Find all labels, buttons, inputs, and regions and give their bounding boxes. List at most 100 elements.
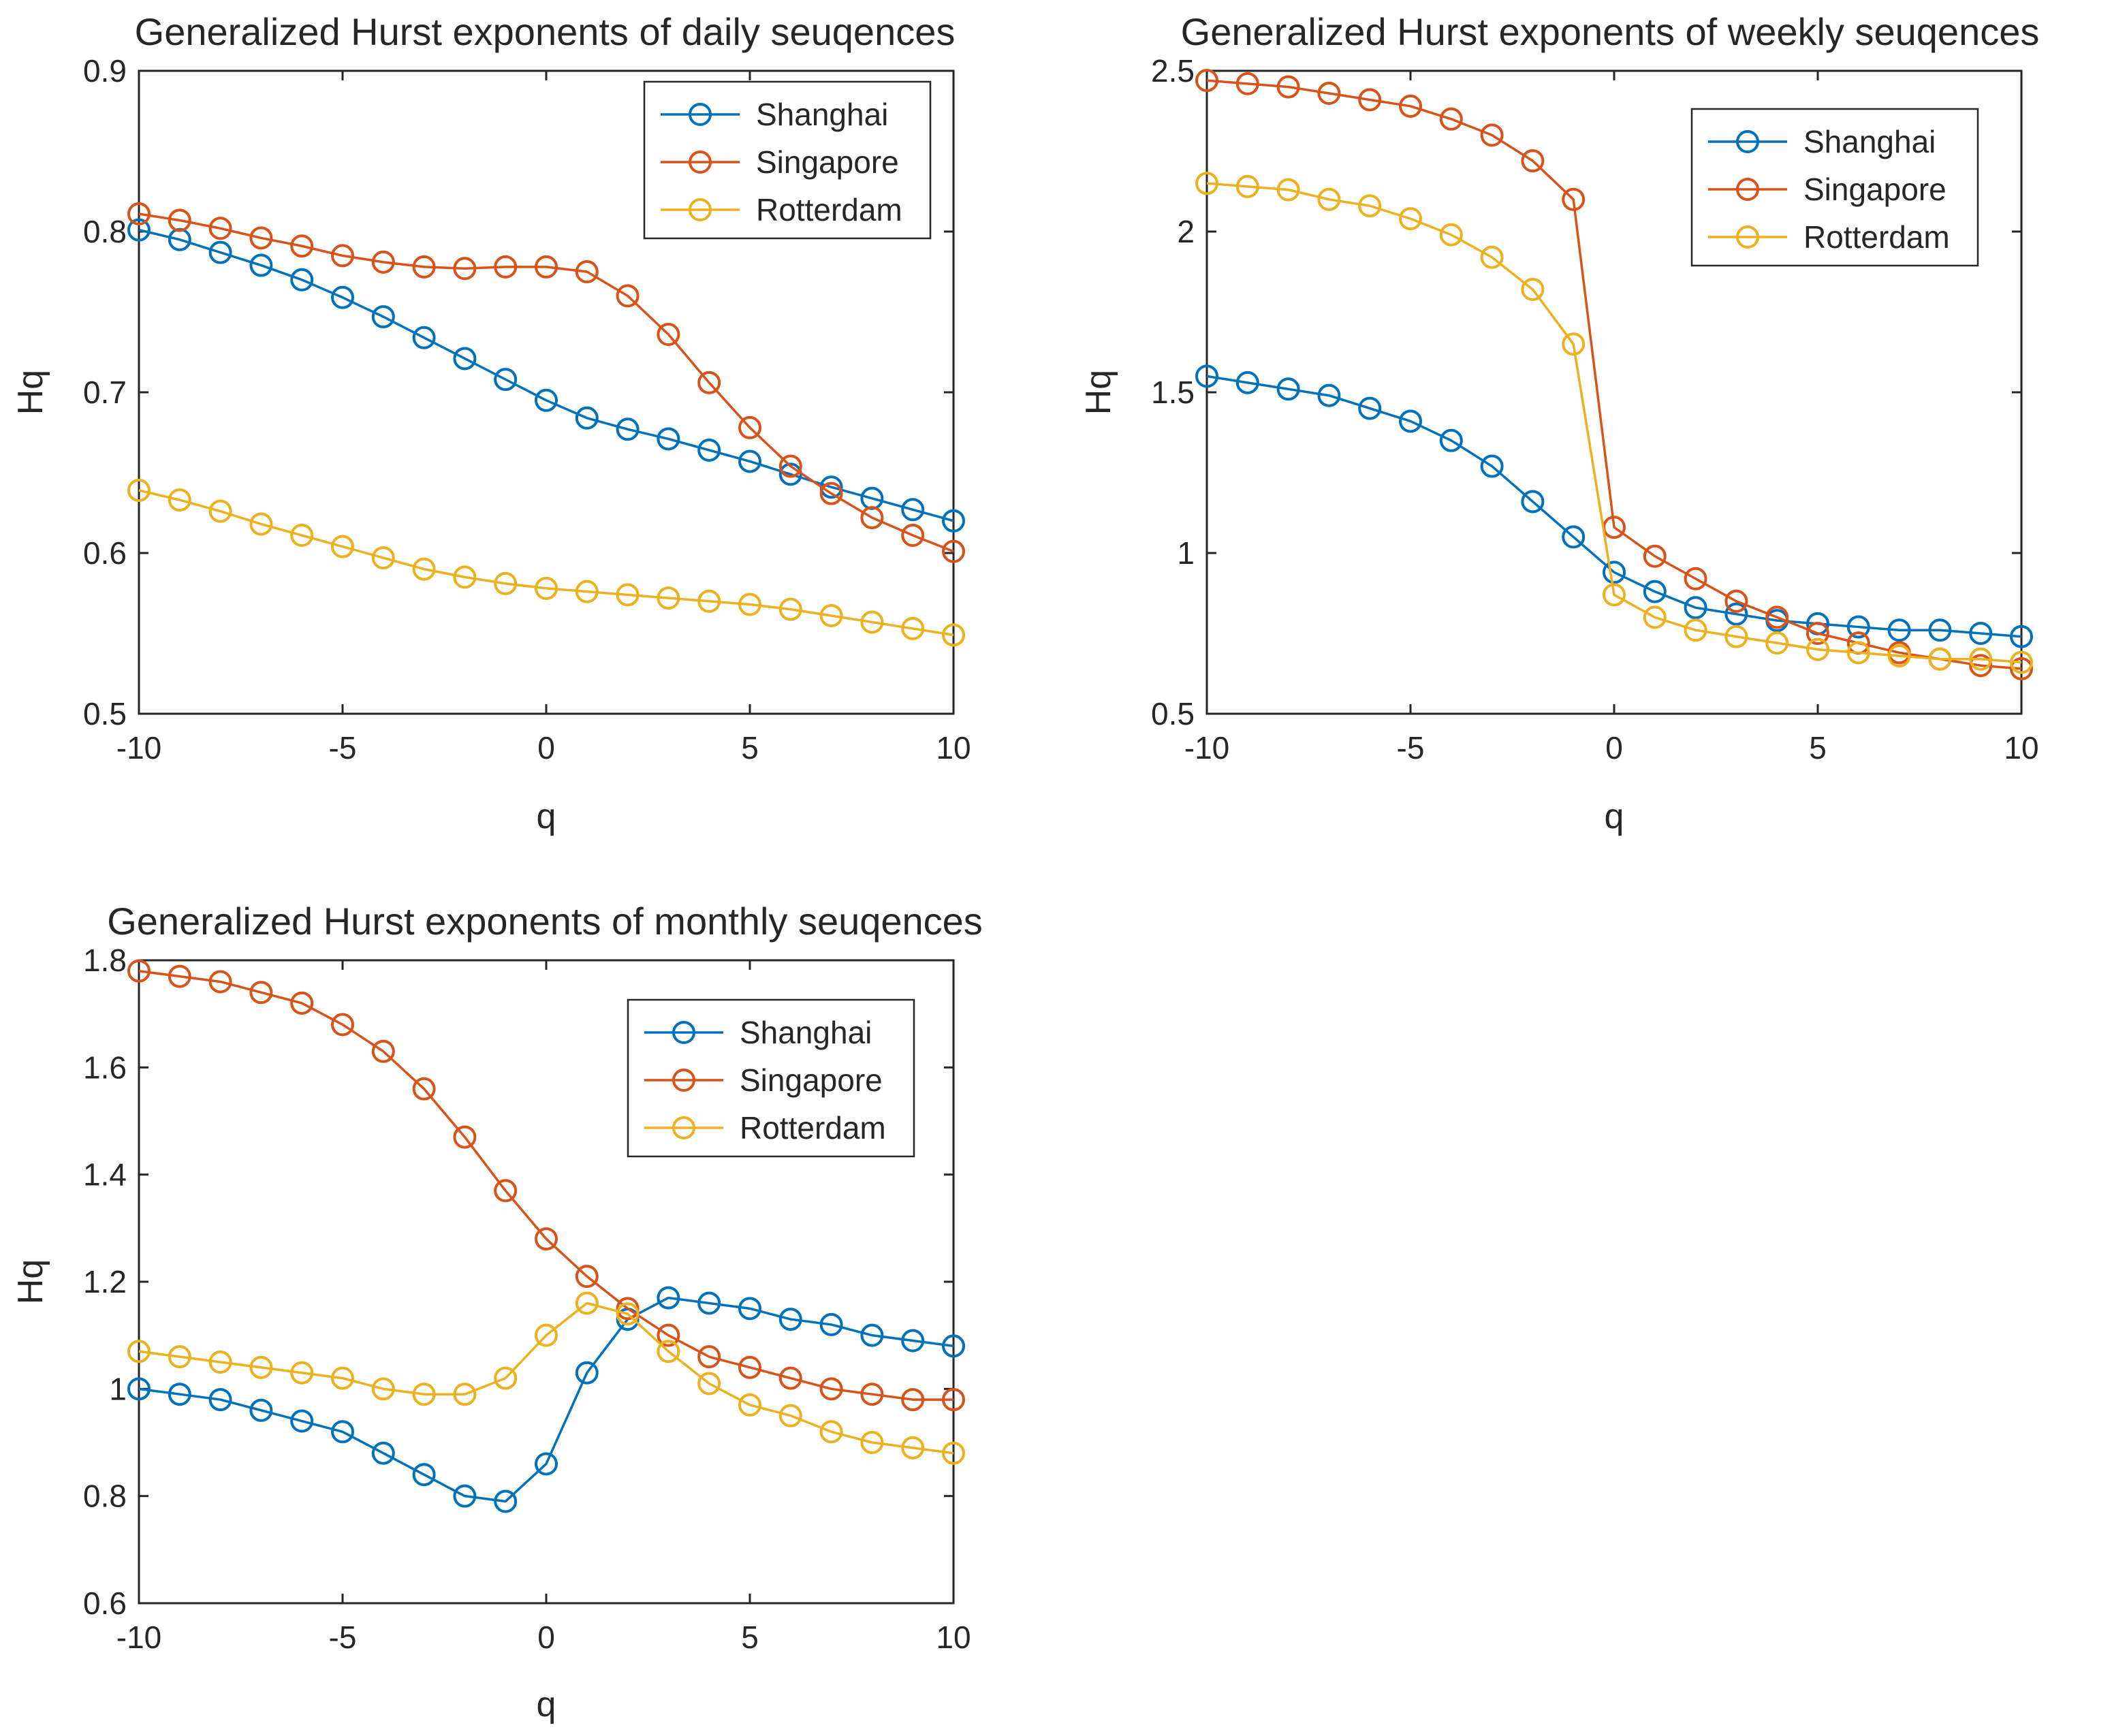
chart-monthly-point-shanghai <box>208 1388 232 1412</box>
chart-weekly-legend-marker-rotterdam <box>1736 225 1759 249</box>
chart-daily-legend-marker-singapore <box>689 151 712 174</box>
chart-monthly-legend-label-singapore: Singapore <box>740 1062 883 1098</box>
chart-daily-point-rotterdam <box>942 623 965 647</box>
chart-monthly-point-rotterdam <box>860 1431 884 1454</box>
chart-weekly-point-singapore <box>1195 69 1218 93</box>
chart-weekly-x-tick-label: 0 <box>1605 730 1623 766</box>
chart-weekly-y-tick-label: 2.5 <box>1151 53 1195 89</box>
chart-weekly-point-shanghai <box>1928 618 1952 642</box>
chart-daily-point-rotterdam <box>901 616 925 640</box>
chart-monthly-legend-marker-shanghai <box>672 1021 695 1044</box>
chart-weekly-point-rotterdam <box>1521 277 1545 301</box>
chart-daily-point-shanghai <box>371 305 395 329</box>
chart-monthly-point-singapore <box>168 964 191 988</box>
chart-weekly-point-shanghai <box>1358 396 1382 420</box>
chart-weekly-y-tick-label: 0.5 <box>1151 696 1195 731</box>
chart-monthly-point-singapore <box>453 1125 477 1149</box>
chart-monthly-point-singapore <box>860 1383 884 1406</box>
chart-daily-point-singapore <box>371 250 395 274</box>
chart-weekly-y-label: Hq <box>1079 370 1118 415</box>
chart-monthly-point-singapore <box>249 981 273 1005</box>
chart-daily-legend: Shanghai Singapore Rotterdam <box>643 80 932 240</box>
chart-weekly-point-singapore <box>1358 88 1382 112</box>
chart-monthly-point-rotterdam <box>127 1340 151 1363</box>
chart-daily-series <box>127 202 965 647</box>
chart-monthly-point-shanghai <box>819 1312 843 1336</box>
chart-weekly-point-rotterdam <box>1562 332 1586 356</box>
chart-monthly-x-tick-label: 0 <box>537 1620 555 1655</box>
chart-monthly-legend-marker-singapore <box>672 1069 695 1092</box>
chart-monthly-x-label: q <box>537 1685 556 1724</box>
chart-weekly-point-shanghai <box>1195 364 1218 388</box>
chart-weekly-point-rotterdam <box>1724 625 1748 648</box>
chart-weekly-point-rotterdam <box>1969 647 1993 671</box>
chart-daily-x-tick-label: 0 <box>537 730 555 766</box>
chart-monthly-point-shanghai <box>168 1383 191 1406</box>
chart-daily-point-rotterdam <box>331 535 354 558</box>
chart-weekly-legend-marker-shanghai <box>1736 130 1759 153</box>
chart-weekly-point-singapore <box>1969 654 1993 678</box>
chart-monthly-point-rotterdam <box>697 1372 721 1395</box>
chart-monthly-y-tick-label: 1.4 <box>83 1157 127 1193</box>
chart-monthly-point-rotterdam <box>778 1404 802 1427</box>
chart-daily-point-rotterdam <box>697 589 721 613</box>
chart-monthly-y-axis: 0.6 0.8 1 1.2 1.4 1.6 1.8 <box>83 943 953 1621</box>
chart-monthly-point-rotterdam <box>494 1366 518 1390</box>
chart-daily-point-rotterdam <box>494 571 518 595</box>
chart-monthly: Generalized Hurst exponents of monthly s… <box>11 900 983 1724</box>
chart-monthly-point-singapore <box>942 1388 965 1412</box>
chart-weekly-point-rotterdam <box>1235 174 1259 198</box>
chart-daily-point-rotterdam <box>535 576 558 600</box>
chart-monthly-point-singapore <box>371 1039 395 1063</box>
chart-weekly-point-singapore <box>2010 657 2033 680</box>
chart-monthly-point-shanghai <box>697 1291 721 1315</box>
chart-daily-point-rotterdam <box>819 604 843 628</box>
chart-daily-point-rotterdam <box>371 546 395 570</box>
chart-daily-point-rotterdam <box>127 478 151 502</box>
chart-monthly-point-shanghai <box>127 1377 151 1401</box>
chart-daily-x-label: q <box>537 797 556 836</box>
chart-weekly-point-rotterdam <box>1603 583 1626 607</box>
chart-weekly-series <box>1195 69 2033 680</box>
chart-daily-point-singapore <box>168 208 191 232</box>
chart-weekly-point-rotterdam <box>1928 647 1952 671</box>
chart-weekly-y-tick-label: 1.5 <box>1151 375 1195 410</box>
chart-daily-point-shanghai <box>697 438 721 462</box>
chart-weekly-point-shanghai <box>1643 580 1667 603</box>
chart-monthly-point-shanghai <box>860 1323 884 1347</box>
chart-weekly-legend-label-singapore: Singapore <box>1803 172 1946 207</box>
chart-weekly-point-shanghai <box>1317 383 1341 407</box>
chart-daily-legend-marker-rotterdam <box>689 198 712 221</box>
chart-weekly-legend-label-rotterdam: Rotterdam <box>1803 219 1950 255</box>
chart-daily-point-shanghai <box>616 417 640 441</box>
chart-monthly-point-shanghai <box>453 1484 477 1508</box>
chart-weekly-point-shanghai <box>1684 596 1707 620</box>
chart-daily-point-singapore <box>860 506 884 530</box>
chart-daily-y-tick-label: 0.7 <box>83 375 127 410</box>
chart-monthly-y-tick-label: 0.6 <box>83 1585 127 1621</box>
chart-weekly-point-shanghai <box>1724 602 1748 626</box>
chart-daily-y-tick-label: 0.6 <box>83 535 127 571</box>
chart-monthly-series <box>127 959 965 1513</box>
chart-daily-point-shanghai <box>942 509 965 533</box>
chart-weekly-legend: Shanghai Singapore Rotterdam <box>1690 108 1979 267</box>
chart-weekly-point-shanghai <box>1603 561 1626 584</box>
chart-weekly-point-rotterdam <box>1684 618 1707 642</box>
chart-monthly-point-singapore <box>208 970 232 994</box>
chart-daily-point-shanghai <box>738 449 761 473</box>
chart-weekly-point-rotterdam <box>1806 637 1829 661</box>
chart-monthly-point-singapore <box>331 1013 354 1037</box>
chart-daily-point-shanghai <box>494 368 518 392</box>
chart-weekly-point-rotterdam <box>1399 207 1422 231</box>
chart-weekly-point-singapore <box>1235 72 1259 95</box>
chart-weekly-point-rotterdam <box>1276 178 1300 202</box>
chart-daily-point-rotterdam <box>616 583 640 607</box>
chart-monthly-y-tick-label: 0.8 <box>83 1479 127 1514</box>
chart-monthly-point-singapore <box>697 1345 721 1369</box>
chart-monthly-point-rotterdam <box>657 1340 680 1363</box>
chart-monthly-point-rotterdam <box>901 1436 925 1459</box>
chart-monthly-point-shanghai <box>657 1286 680 1310</box>
chart-daily-point-rotterdam <box>168 488 191 512</box>
chart-weekly-point-shanghai <box>1562 525 1586 549</box>
